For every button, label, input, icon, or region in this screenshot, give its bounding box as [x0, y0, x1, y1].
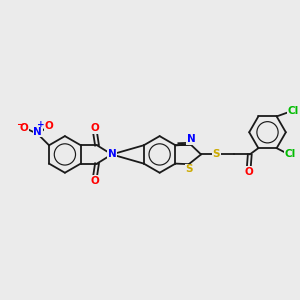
Text: N: N [33, 127, 42, 137]
Text: O: O [90, 123, 99, 133]
Text: S: S [213, 149, 220, 159]
Text: O: O [44, 122, 53, 131]
Text: Cl: Cl [285, 149, 296, 159]
Text: N: N [108, 149, 116, 159]
Text: N: N [187, 134, 196, 144]
Text: +: + [37, 120, 45, 129]
Text: O: O [20, 123, 28, 133]
Text: Cl: Cl [288, 106, 299, 116]
Text: −: − [16, 120, 23, 129]
Text: O: O [244, 167, 253, 177]
Text: O: O [90, 176, 99, 186]
Text: S: S [185, 164, 193, 175]
